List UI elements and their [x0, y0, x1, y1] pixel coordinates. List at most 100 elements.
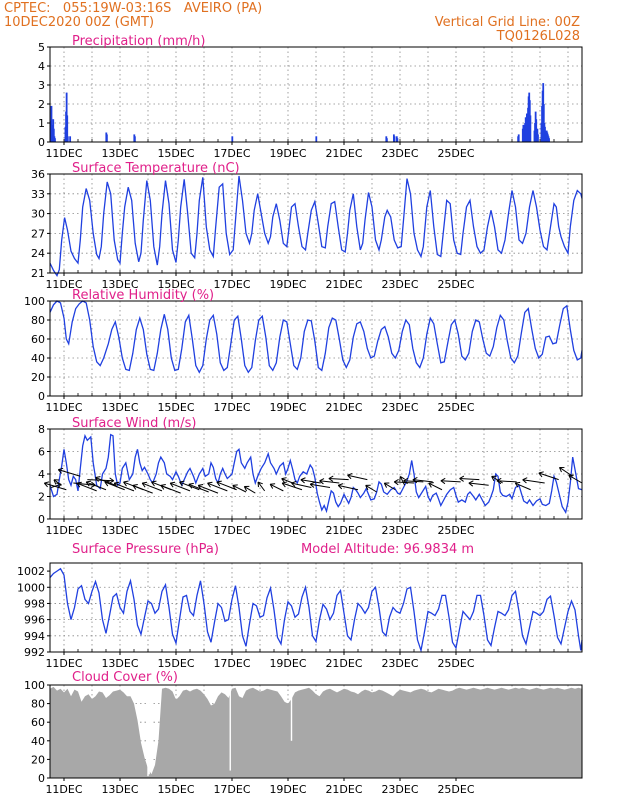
- ytick-label-rh: 100: [24, 295, 45, 308]
- title-temp: Surface Temperature (nC): [72, 161, 240, 176]
- xtick-label-wind: 19DEC: [269, 524, 306, 537]
- ytick-label-precip: 2: [38, 98, 45, 111]
- xtick-label-cloud: 13DEC: [101, 783, 138, 796]
- wind-vector: [338, 484, 359, 491]
- wind-vector-head: [383, 482, 390, 488]
- wind-vector: [281, 478, 293, 484]
- wind-vector-head: [113, 481, 120, 488]
- precip-bar: [105, 134, 108, 142]
- wind-vector: [160, 484, 181, 494]
- xtick-label-cloud: 19DEC: [269, 783, 306, 796]
- xtick-label-press: 21DEC: [325, 657, 362, 670]
- title-rh: Relative Humidity (%): [72, 288, 214, 303]
- ytick-label-precip: 3: [38, 79, 45, 92]
- wind-vector: [515, 482, 531, 491]
- wind-vector: [394, 481, 415, 484]
- wind-vector: [491, 475, 503, 484]
- precip-bar: [537, 134, 539, 142]
- temp-line: [49, 175, 583, 277]
- ytick-label-wind: 0: [38, 513, 45, 526]
- ytick-label-press: 996: [24, 614, 45, 627]
- wind-vector: [188, 483, 209, 493]
- wind-vector-head: [160, 483, 166, 490]
- ytick-label-press: 1002: [17, 565, 45, 578]
- ytick-label-cloud: 20: [31, 753, 45, 766]
- wind-vector-head: [257, 481, 263, 488]
- wind-vector-head: [132, 483, 138, 490]
- wind-vector-head: [197, 483, 204, 490]
- wind-vector-head: [399, 476, 405, 482]
- xtick-label-rh: 19DEC: [269, 401, 306, 414]
- wind-vector: [291, 482, 312, 488]
- wind-vector: [310, 483, 331, 488]
- wind-vector-head: [468, 480, 474, 487]
- xtick-label-cloud: 23DEC: [381, 783, 418, 796]
- wind-vector-head: [459, 475, 465, 482]
- xtick-label-wind: 11DEC: [45, 524, 82, 537]
- wind-vector: [198, 484, 219, 494]
- wind-vector-head: [281, 477, 287, 483]
- wind-vector: [76, 482, 97, 492]
- ytick-label-wind: 6: [38, 446, 45, 459]
- ytick-label-rh: 80: [31, 314, 45, 327]
- wind-vector-head: [57, 467, 64, 474]
- wind-vector: [384, 482, 396, 491]
- wind-vector-head: [393, 479, 399, 486]
- wind-vector-head: [319, 478, 325, 485]
- ytick-label-precip: 5: [38, 41, 45, 54]
- ytick-label-press: 994: [24, 630, 45, 643]
- xtick-label-cloud: 21DEC: [325, 783, 362, 796]
- wind-vector: [132, 484, 153, 494]
- xtick-label-precip: 23DEC: [381, 147, 418, 160]
- xtick-label-rh: 23DEC: [381, 401, 418, 414]
- wind-vector: [347, 474, 368, 481]
- xtick-label-wind: 17DEC: [213, 524, 250, 537]
- wind-vector-head: [188, 482, 194, 489]
- wind-vector-head: [291, 480, 297, 487]
- header-model-code: TQ0126L028: [496, 29, 580, 44]
- header-grid-note: Vertical Grid Line: 00Z: [434, 15, 580, 30]
- ytick-label-wind: 2: [38, 491, 45, 504]
- wind-vector: [142, 482, 163, 492]
- wind-vector-head: [216, 480, 222, 487]
- wind-vector-head: [179, 480, 185, 487]
- wind-vector: [459, 478, 480, 481]
- wind-vector-head: [281, 481, 288, 488]
- ytick-label-temp: 21: [31, 267, 45, 280]
- precip-bar: [517, 134, 520, 142]
- wind-vector-head: [328, 475, 334, 482]
- xtick-label-press: 11DEC: [45, 657, 82, 670]
- xtick-label-cloud: 17DEC: [213, 783, 250, 796]
- wind-vector-head: [403, 477, 409, 485]
- ytick-label-precip: 1: [38, 117, 45, 130]
- title-press: Surface Pressure (hPa): [72, 542, 219, 557]
- precip-bar: [66, 115, 69, 142]
- wind-vector-head: [309, 481, 315, 488]
- xtick-label-temp: 17DEC: [213, 278, 250, 291]
- wind-vector-head: [300, 477, 306, 484]
- xtick-label-rh: 15DEC: [157, 401, 194, 414]
- wind-vector: [365, 484, 377, 493]
- ytick-label-rh: 20: [31, 371, 45, 384]
- wind-vector: [244, 486, 256, 494]
- xtick-label-precip: 11DEC: [45, 147, 82, 160]
- ytick-label-wind: 4: [38, 468, 45, 481]
- wind-vector: [104, 481, 125, 491]
- precip-bar: [54, 138, 56, 142]
- header-station: CPTEC: 055:19W-03:16S AVEIRO (PA): [4, 1, 263, 16]
- header-date: 10DEC2020 00Z (GMT): [4, 15, 155, 30]
- ytick-label-press: 1000: [17, 581, 45, 594]
- wind-vector: [170, 482, 191, 492]
- wind-vector: [300, 479, 321, 484]
- wind-vector-head: [568, 474, 574, 480]
- wind-vector-head: [522, 477, 528, 484]
- xtick-label-temp: 11DEC: [45, 278, 82, 291]
- xtick-label-rh: 13DEC: [101, 401, 138, 414]
- wind-vector: [86, 481, 107, 491]
- wind-vector-head: [491, 475, 497, 482]
- precip-bar: [231, 136, 234, 142]
- ytick-label-temp: 27: [31, 227, 45, 240]
- ytick-label-cloud: 80: [31, 698, 45, 711]
- ytick-label-rh: 40: [31, 352, 45, 365]
- wind-vector-head: [43, 481, 50, 488]
